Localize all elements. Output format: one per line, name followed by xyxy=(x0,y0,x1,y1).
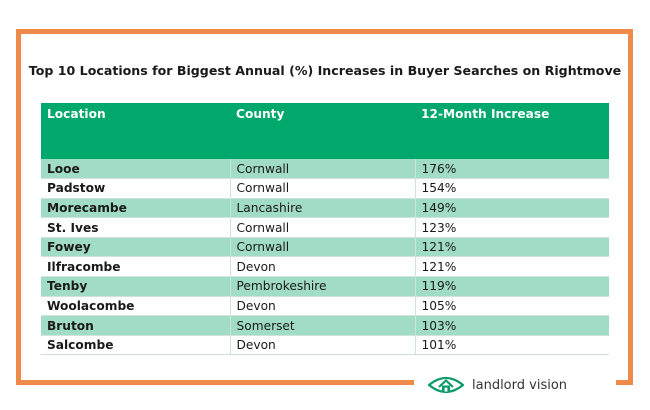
brand-name: landlord vision xyxy=(472,377,568,393)
table-header-row: Location County 12-Month Increase xyxy=(41,103,609,159)
table-row: Padstow Cornwall 154% xyxy=(41,178,609,199)
cell-increase: 123% xyxy=(414,217,609,238)
cell-county: Cornwall xyxy=(229,217,415,238)
locations-table: Location County 12-Month Increase Looe C… xyxy=(41,103,609,356)
cell-location: Woolacombe xyxy=(41,296,230,317)
cell-county: Pembrokeshire xyxy=(229,276,415,297)
page-title: Top 10 Locations for Biggest Annual (%) … xyxy=(28,63,622,78)
cell-county: Devon xyxy=(229,335,415,356)
cell-county: Cornwall xyxy=(229,237,415,258)
cell-increase: 101% xyxy=(414,335,609,356)
cell-county: Devon xyxy=(229,256,415,278)
cell-increase: 149% xyxy=(414,198,609,219)
table-row: Ilfracombe Devon 121% xyxy=(41,256,609,278)
cell-location: Salcombe xyxy=(41,335,230,356)
brand-logo: landlord vision xyxy=(414,370,616,400)
cell-increase: 154% xyxy=(414,178,609,199)
cell-location: Padstow xyxy=(41,178,230,199)
eye-house-logo-icon xyxy=(428,376,464,394)
cell-location: St. Ives xyxy=(41,217,230,238)
table-row: Salcombe Devon 101% xyxy=(41,335,609,356)
header-increase: 12-Month Increase xyxy=(415,103,609,159)
cell-county: Lancashire xyxy=(229,198,415,219)
cell-location: Looe xyxy=(41,159,230,180)
cell-location: Ilfracombe xyxy=(41,256,230,278)
cell-location: Bruton xyxy=(41,315,230,336)
cell-location: Fowey xyxy=(41,237,230,258)
cell-county: Cornwall xyxy=(229,159,415,180)
cell-increase: 121% xyxy=(414,256,609,278)
header-location: Location xyxy=(41,103,230,159)
cell-county: Devon xyxy=(229,296,415,317)
table-row: Looe Cornwall 176% xyxy=(41,159,609,180)
cell-location: Morecambe xyxy=(41,198,230,219)
cell-increase: 176% xyxy=(414,159,609,180)
table-row: Morecambe Lancashire 149% xyxy=(41,198,609,219)
cell-increase: 119% xyxy=(414,276,609,297)
cell-increase: 103% xyxy=(414,315,609,336)
table-row: Woolacombe Devon 105% xyxy=(41,296,609,317)
header-county: County xyxy=(230,103,415,159)
table-row: St. Ives Cornwall 123% xyxy=(41,217,609,238)
cell-county: Somerset xyxy=(229,315,415,336)
table-row: Tenby Pembrokeshire 119% xyxy=(41,276,609,297)
table-row: Bruton Somerset 103% xyxy=(41,315,609,336)
cell-county: Cornwall xyxy=(229,178,415,199)
cell-location: Tenby xyxy=(41,276,230,297)
table-row: Fowey Cornwall 121% xyxy=(41,237,609,258)
cell-increase: 121% xyxy=(414,237,609,258)
cell-increase: 105% xyxy=(414,296,609,317)
